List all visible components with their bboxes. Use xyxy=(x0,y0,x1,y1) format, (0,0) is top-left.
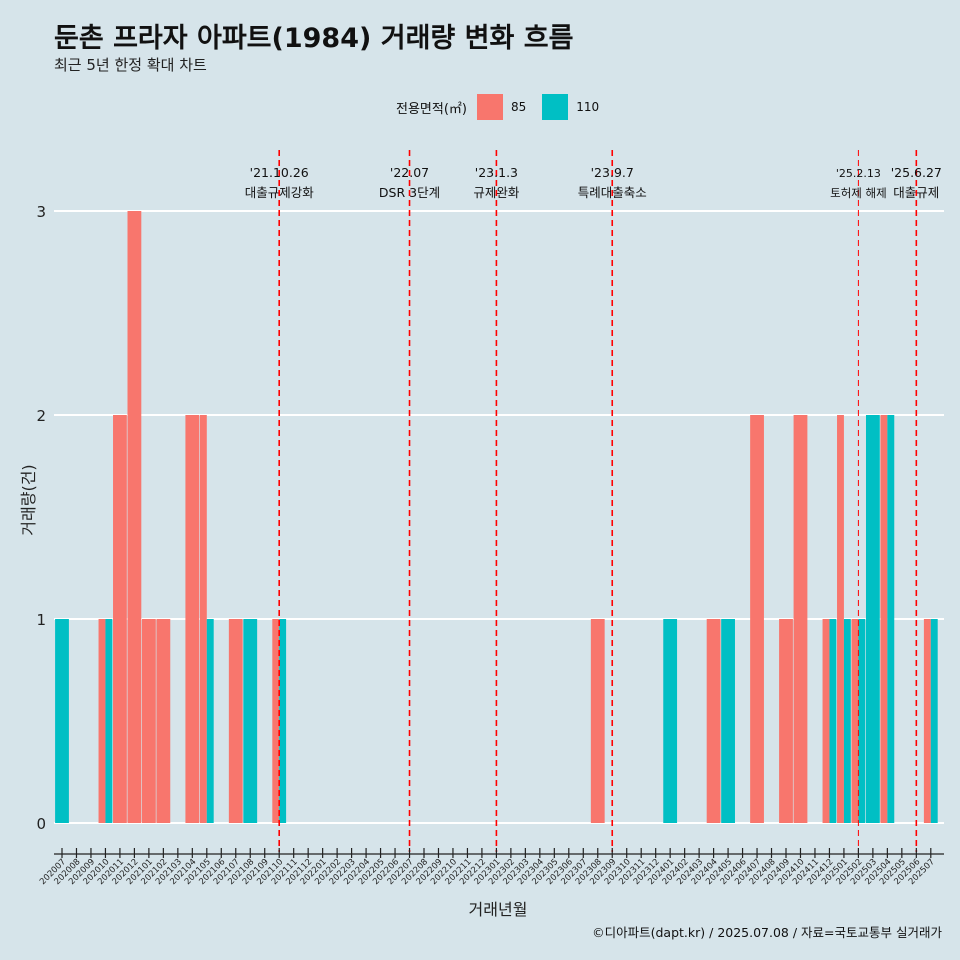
event-label: 대출규제 xyxy=(893,185,939,200)
bar-85 xyxy=(923,619,931,823)
bar-110 xyxy=(829,619,837,823)
bar-110 xyxy=(721,619,735,823)
y-tick-label: 2 xyxy=(36,407,46,425)
caption: ©디아파트(dapt.kr) / 2025.07.08 / 자료=국토교통부 실… xyxy=(592,925,942,940)
bar-110 xyxy=(887,415,895,823)
bar-85 xyxy=(127,211,142,823)
chart-title: 둔촌 프라자 아파트(1984) 거래량 변화 흐름 xyxy=(54,23,574,54)
bar-110 xyxy=(930,619,938,823)
legend-label-110: 110 xyxy=(576,100,600,114)
event-date: '25.6.27 xyxy=(891,165,942,180)
event-label: 규제완화 xyxy=(473,185,520,200)
bar-85 xyxy=(185,415,200,823)
y-tick-label: 1 xyxy=(36,611,46,629)
bar-85 xyxy=(837,415,844,823)
bar-85 xyxy=(880,415,888,823)
bar-85 xyxy=(141,619,156,823)
bar-110 xyxy=(105,619,113,823)
x-axis-title: 거래년월 xyxy=(469,900,528,919)
y-tick-label: 0 xyxy=(36,815,46,833)
bar-110 xyxy=(243,619,258,823)
legend-key-110 xyxy=(542,94,569,120)
bar-85 xyxy=(750,415,764,823)
bar-85 xyxy=(199,415,207,823)
legend-title: 전용면적(㎡) xyxy=(396,101,467,117)
event-date: '23.1.3 xyxy=(475,165,518,180)
event-label: 토허제 해제 xyxy=(830,186,887,200)
bar-85 xyxy=(822,619,830,823)
bar-85 xyxy=(228,619,243,823)
bar-85 xyxy=(156,619,171,823)
bar-85 xyxy=(113,415,127,823)
bar-110 xyxy=(843,619,851,823)
bar-85 xyxy=(98,619,106,823)
bar-85 xyxy=(706,619,721,823)
bar-85 xyxy=(779,619,793,823)
bar-110 xyxy=(279,619,287,823)
bar-110 xyxy=(55,619,69,823)
legend-key-85 xyxy=(476,94,503,120)
bar-85 xyxy=(793,415,808,823)
y-tick-label: 3 xyxy=(36,203,46,221)
bar-85 xyxy=(851,619,859,823)
event-date: '21.10.26 xyxy=(250,165,309,180)
bar-110 xyxy=(865,415,880,823)
bar-110 xyxy=(206,619,214,823)
bar-110 xyxy=(858,619,866,823)
event-label: DSR 3단계 xyxy=(379,185,440,200)
chart-subtitle: 최근 5년 한정 확대 차트 xyxy=(54,56,207,74)
event-label: 대출규제강화 xyxy=(245,185,315,200)
bar-85 xyxy=(590,619,605,823)
event-date: '23.9.7 xyxy=(591,165,634,180)
legend-label-85: 85 xyxy=(510,100,527,114)
event-date: '25.2.13 xyxy=(836,167,881,180)
bar-85 xyxy=(272,619,280,823)
event-date: '22.07 xyxy=(390,165,429,180)
event-label: 특례대출축소 xyxy=(578,185,647,200)
y-axis-title: 거래량(건) xyxy=(19,464,38,535)
legend: 전용면적(㎡) 85 110 xyxy=(396,94,615,120)
bar-110 xyxy=(663,619,678,823)
